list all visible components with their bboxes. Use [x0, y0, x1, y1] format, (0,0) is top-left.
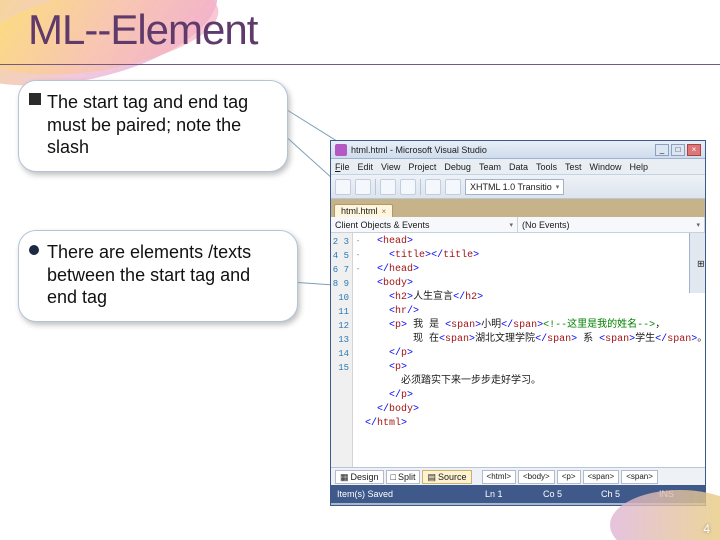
slide-title: ML--Element: [28, 6, 257, 54]
status-ins: INS: [659, 489, 699, 499]
visual-studio-window: html.html - Microsoft Visual Studio _ □ …: [330, 140, 706, 506]
toolbar-separator: [420, 179, 421, 195]
toolbar-forward-icon[interactable]: [355, 179, 371, 195]
doctype-value: XHTML 1.0 Transitio: [470, 182, 552, 192]
window-buttons: _ □ ×: [655, 144, 701, 156]
breadcrumb-body[interactable]: <body>: [518, 470, 555, 484]
callout-1-text: The start tag and end tag must be paired…: [47, 92, 248, 157]
chevron-down-icon: ▾: [509, 221, 513, 229]
object-dropdown-right[interactable]: (No Events) ▾: [518, 217, 705, 232]
toolbar-back-icon[interactable]: [335, 179, 351, 195]
menu-help[interactable]: Help: [630, 162, 649, 172]
breadcrumb-span2[interactable]: <span>: [621, 470, 658, 484]
vs-toolbar: XHTML 1.0 Transitio ▾: [331, 175, 705, 199]
breadcrumb-p[interactable]: <p>: [557, 470, 581, 484]
menu-test[interactable]: Test: [565, 162, 582, 172]
menu-data[interactable]: Data: [509, 162, 528, 172]
vs-statusbar: Item(s) Saved Ln 1 Co 5 Ch 5 INS: [331, 485, 705, 503]
vs-object-bar: Client Objects & Events ▾ (No Events) ▾: [331, 217, 705, 233]
document-tab[interactable]: html.html ×: [334, 204, 393, 217]
chevron-down-icon: ▾: [696, 221, 700, 229]
callout-2-text: There are elements /texts between the st…: [47, 242, 251, 307]
line-number-gutter: 2 3 4 5 6 7 8 9 10 11 12 13 14 15: [331, 233, 353, 467]
status-message: Item(s) Saved: [337, 489, 393, 499]
menu-project[interactable]: Project: [408, 162, 436, 172]
breadcrumb-span1[interactable]: <span>: [583, 470, 620, 484]
vs-editor[interactable]: 2 3 4 5 6 7 8 9 10 11 12 13 14 15 - - - …: [331, 233, 705, 467]
vs-menubar: File Edit View Project Debug Team Data T…: [331, 159, 705, 175]
view-split[interactable]: □ Split: [386, 470, 421, 484]
bullet-dot-icon: [29, 245, 39, 255]
callout-start-end-tag: The start tag and end tag must be paired…: [18, 80, 288, 172]
close-button[interactable]: ×: [687, 144, 701, 156]
object-dropdown-left-label: Client Objects & Events: [335, 220, 430, 230]
status-ch: Ch 5: [601, 489, 641, 499]
tab-close-icon[interactable]: ×: [382, 207, 387, 216]
view-design[interactable]: ▦ Design: [335, 470, 384, 484]
slide-page-number: 4: [703, 522, 710, 536]
doctype-dropdown[interactable]: XHTML 1.0 Transitio ▾: [465, 179, 564, 195]
minimize-button[interactable]: _: [655, 144, 669, 156]
menu-view[interactable]: View: [381, 162, 400, 172]
menu-file[interactable]: File: [335, 162, 350, 172]
fold-gutter: - - -: [353, 233, 363, 467]
menu-window[interactable]: Window: [590, 162, 622, 172]
maximize-button[interactable]: □: [671, 144, 685, 156]
document-tab-label: html.html: [341, 206, 378, 216]
object-dropdown-right-label: (No Events): [522, 220, 570, 230]
toolbar-separator: [375, 179, 376, 195]
vs-window-title: html.html - Microsoft Visual Studio: [351, 145, 651, 155]
status-line: Ln 1: [485, 489, 525, 499]
object-dropdown-left[interactable]: Client Objects & Events ▾: [331, 217, 518, 232]
callout-elements-between: There are elements /texts between the st…: [18, 230, 298, 322]
chevron-down-icon: ▾: [556, 183, 560, 191]
menu-debug[interactable]: Debug: [444, 162, 471, 172]
menu-team[interactable]: Team: [479, 162, 501, 172]
status-col: Co 5: [543, 489, 583, 499]
vs-app-icon: [335, 144, 347, 156]
menu-edit[interactable]: Edit: [358, 162, 374, 172]
vs-tabstrip: html.html ×: [331, 199, 705, 217]
toolbar-save-icon[interactable]: [380, 179, 396, 195]
toolbar-saveall-icon[interactable]: [400, 179, 416, 195]
toolbar-undo-icon[interactable]: [425, 179, 441, 195]
code-area[interactable]: <head> <title></title> </head> <body> <h…: [363, 233, 705, 467]
toolbar-redo-icon[interactable]: [445, 179, 461, 195]
view-source[interactable]: ▤ Source: [422, 470, 471, 484]
breadcrumb-html[interactable]: <html>: [482, 470, 516, 484]
menu-tools[interactable]: Tools: [536, 162, 557, 172]
bullet-square-icon: [29, 93, 41, 105]
vs-titlebar[interactable]: html.html - Microsoft Visual Studio _ □ …: [331, 141, 705, 159]
vs-view-bar: ▦ Design □ Split ▤ Source <html> <body> …: [331, 467, 705, 485]
toolbox-tab[interactable]: ⊞: [689, 233, 705, 293]
title-underline: [0, 64, 720, 65]
